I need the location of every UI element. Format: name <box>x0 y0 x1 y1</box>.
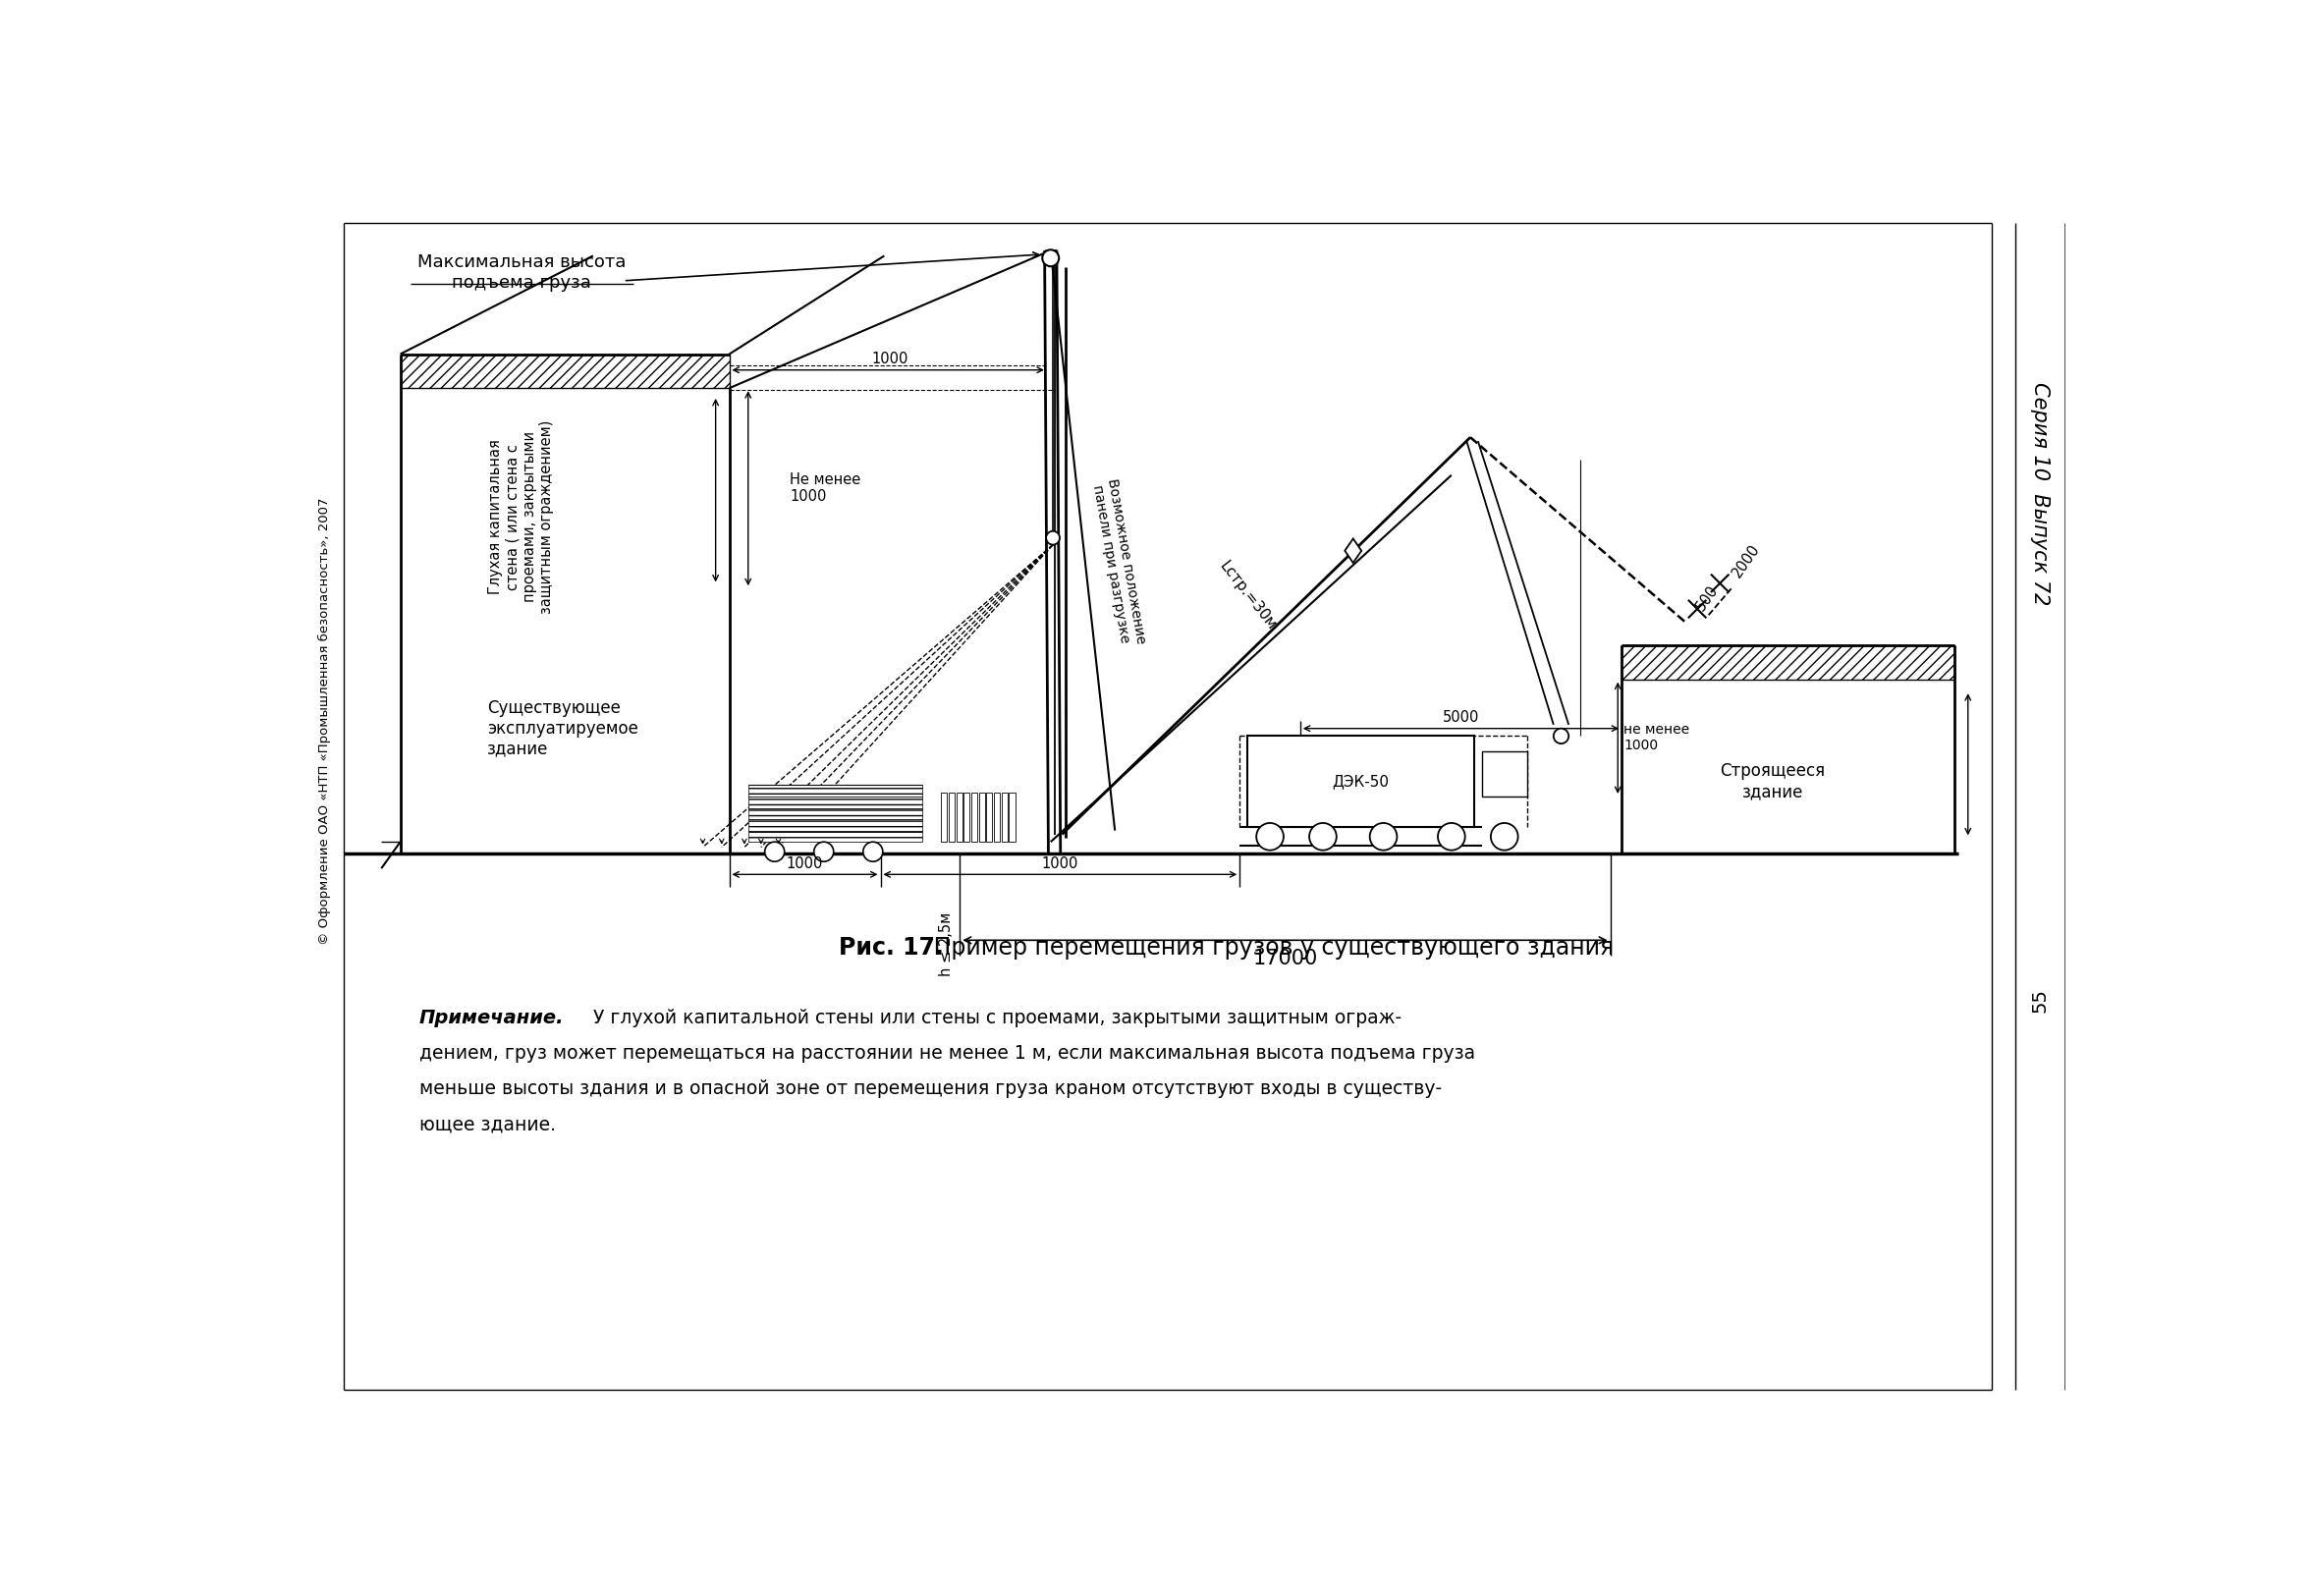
Bar <box>979 793 986 843</box>
Bar <box>1482 752 1526 796</box>
Bar <box>949 793 954 843</box>
Bar <box>956 793 963 843</box>
Text: h ≤ 2,5м: h ≤ 2,5м <box>940 911 954 977</box>
Polygon shape <box>1344 538 1362 563</box>
Text: 2000: 2000 <box>1729 541 1764 579</box>
Circle shape <box>1369 824 1397 851</box>
Text: меньше высоты здания и в опасной зоне от перемещения груза краном отсутствуют вх: меньше высоты здания и в опасной зоне от… <box>420 1079 1441 1098</box>
Circle shape <box>1554 728 1568 744</box>
Circle shape <box>1041 249 1060 267</box>
Text: Строящееся
здание: Строящееся здание <box>1720 763 1826 801</box>
Text: Не менее
1000: Не менее 1000 <box>790 472 861 504</box>
Circle shape <box>1309 824 1337 851</box>
Bar <box>748 785 921 796</box>
Text: Глухая капитальная
стена ( или стена с
проемами, закрытыми
защитным ограждением): Глухая капитальная стена ( или стена с п… <box>487 420 554 613</box>
Circle shape <box>864 843 882 862</box>
Text: ющее здание.: ющее здание. <box>420 1116 556 1133</box>
Text: 1000: 1000 <box>870 353 907 367</box>
Circle shape <box>1492 824 1517 851</box>
Bar <box>1247 736 1473 827</box>
Bar <box>748 796 921 808</box>
Text: Рис. 17.: Рис. 17. <box>838 935 944 959</box>
Bar <box>748 830 921 843</box>
Bar <box>1621 645 1953 680</box>
Bar <box>993 793 1000 843</box>
Text: Возможное положение
панели при разгрузке: Возможное положение панели при разгрузке <box>1090 477 1148 648</box>
Text: 1000: 1000 <box>787 857 824 871</box>
Text: 17000: 17000 <box>1251 948 1318 969</box>
Text: Существующее
эксплуатируемое
здание: Существующее эксплуатируемое здание <box>487 699 637 758</box>
Text: У глухой капитальной стены или стены с проемами, закрытыми защитным ограж-: У глухой капитальной стены или стены с п… <box>586 1009 1402 1026</box>
Text: 5000: 5000 <box>1443 710 1480 725</box>
Circle shape <box>764 843 785 862</box>
Circle shape <box>815 843 834 862</box>
Bar <box>399 354 730 388</box>
Text: 55: 55 <box>2030 988 2048 1013</box>
Text: 500: 500 <box>1692 583 1720 613</box>
Text: © Оформление ОАО «НТП «Промышленная безопасность», 2007: © Оформление ОАО «НТП «Промышленная безо… <box>319 498 330 945</box>
Bar <box>972 793 977 843</box>
Circle shape <box>1439 824 1466 851</box>
Bar <box>963 793 970 843</box>
Text: ДЭК-50: ДЭК-50 <box>1332 774 1390 788</box>
Bar <box>1002 793 1007 843</box>
Text: дением, груз может перемещаться на расстоянии не менее 1 м, если максимальная вы: дением, груз может перемещаться на расст… <box>420 1044 1475 1063</box>
Bar <box>748 808 921 819</box>
Text: Максимальная высота
подъема груза: Максимальная высота подъема груза <box>418 254 626 292</box>
Bar <box>942 793 947 843</box>
Text: Серия 10  Выпуск 72: Серия 10 Выпуск 72 <box>2030 383 2050 605</box>
Bar <box>1009 793 1016 843</box>
Circle shape <box>1256 824 1284 851</box>
Text: Примечание.: Примечание. <box>420 1009 563 1026</box>
Text: Пример перемещения грузов у существующего здания: Пример перемещения грузов у существующег… <box>926 935 1614 959</box>
Text: 1000: 1000 <box>1041 857 1078 871</box>
Circle shape <box>1046 531 1060 544</box>
Bar <box>748 819 921 830</box>
Bar <box>986 793 993 843</box>
Text: не менее
1000: не менее 1000 <box>1623 723 1690 753</box>
Text: Lстр.=30м: Lстр.=30м <box>1217 559 1279 634</box>
